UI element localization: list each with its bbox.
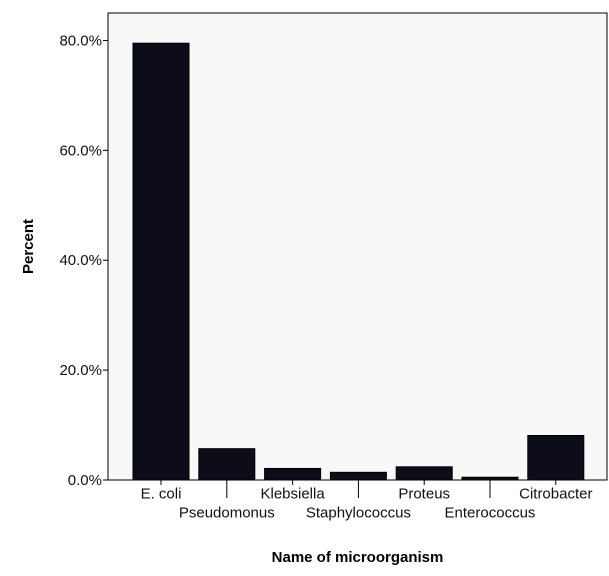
y-axis: 0.0% 20.0% 40.0% 60.0% 80.0% bbox=[59, 32, 108, 489]
x-tick-label: E. coli bbox=[141, 485, 182, 502]
plot-area bbox=[108, 13, 607, 480]
y-tick-label: 0.0% bbox=[68, 472, 102, 489]
plot-frame bbox=[107, 12, 608, 481]
x-tick-label: Klebsiella bbox=[260, 485, 325, 502]
y-tick-label: 60.0% bbox=[59, 142, 102, 159]
bar-pseudomonus bbox=[198, 448, 256, 481]
x-tick-label: Staphylococcus bbox=[306, 504, 411, 521]
x-axis-title: Name of microorganism bbox=[272, 549, 444, 566]
bar-citrobacter bbox=[527, 434, 585, 481]
bar-klebsiella bbox=[264, 467, 322, 481]
y-axis-title: Percent bbox=[20, 219, 37, 274]
y-tick-label: 80.0% bbox=[59, 32, 102, 49]
y-tick-label: 40.0% bbox=[59, 252, 102, 269]
bar-proteus bbox=[395, 466, 453, 481]
x-axis: E. coli Pseudomonus Klebsiella Staphylococc… bbox=[141, 480, 592, 521]
x-tick-label: Proteus bbox=[398, 485, 450, 502]
y-tick-label: 20.0% bbox=[59, 362, 102, 379]
x-tick-label: Citrobacter bbox=[519, 485, 592, 502]
x-tick-label: Enterococcus bbox=[445, 504, 536, 521]
bar-e-coli bbox=[132, 42, 190, 481]
bar-staphylococcus bbox=[329, 471, 387, 481]
x-tick-label: Pseudomonus bbox=[179, 504, 275, 521]
